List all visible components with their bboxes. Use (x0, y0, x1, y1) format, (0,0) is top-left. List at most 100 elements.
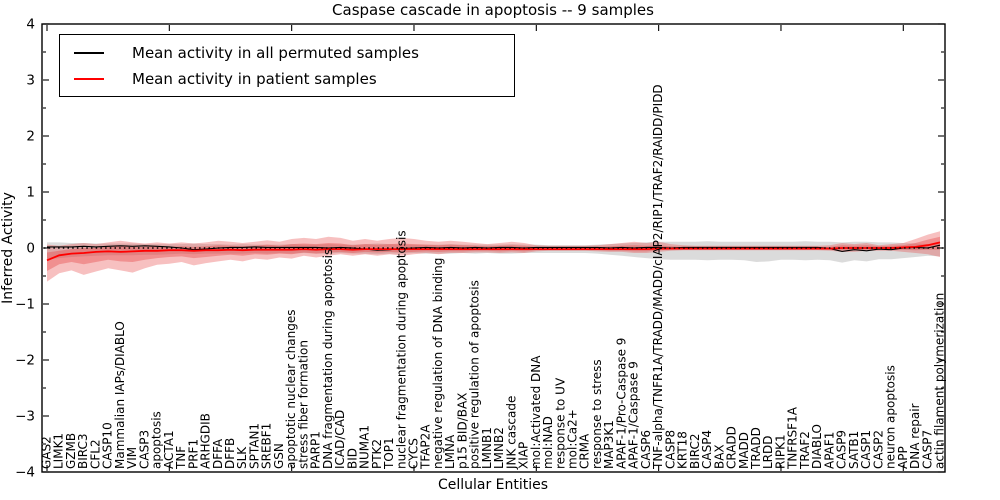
x-category-label: actin filament polymerization (933, 293, 947, 469)
x-category-label: CRMA (578, 433, 592, 469)
legend-item-permuted: Mean activity in all permuted samples (74, 43, 514, 63)
y-tick-label: −2 (15, 353, 35, 369)
x-category-label: ICAD/CAD (333, 410, 347, 469)
red-line-swatch-icon (74, 69, 104, 89)
x-category-label: CYCS (406, 438, 420, 469)
x-category-label: RIPK1 (773, 434, 787, 469)
x-category-label: JNK cascade (504, 396, 518, 470)
x-category-label: PRF1 (186, 439, 200, 469)
x-category-label: CASP7 (920, 430, 934, 469)
x-category-label: CASP4 (700, 430, 714, 469)
x-category-label: XIAP (517, 442, 531, 469)
x-category-label: mol:NAD (541, 416, 555, 469)
x-category-label: CASP10 (101, 422, 115, 469)
x-category-label: neuron apoptosis (884, 365, 898, 469)
x-category-label: DNA repair (908, 403, 922, 469)
x-category-label: apoptosis (150, 411, 164, 469)
x-category-label: nuclear fragmentation during apoptosis (394, 230, 408, 469)
legend-label-permuted: Mean activity in all permuted samples (132, 43, 419, 62)
y-tick-label: 3 (26, 73, 35, 89)
x-category-label: LMNB2 (492, 427, 506, 469)
legend-item-patient: Mean activity in patient samples (74, 69, 514, 89)
x-category-label: GSN (272, 443, 286, 469)
y-axis-label: Inferred Activity (0, 192, 16, 304)
chart-title: Caspase cascade in apoptosis -- 9 sample… (332, 1, 654, 19)
x-category-label: LRDD (761, 435, 775, 469)
x-category-label: p15 BID/BAX (455, 393, 469, 469)
x-category-label: positive regulation of apoptosis (468, 280, 482, 469)
x-category-label: stress fiber formation (296, 340, 310, 469)
x-category-label: CASP6 (639, 430, 653, 469)
y-tick-label: 0 (26, 241, 35, 257)
x-category-label: mol:Ca2+ (566, 409, 580, 469)
x-category-label: MAP3K1 (602, 420, 616, 469)
y-tick-label: 2 (26, 129, 35, 145)
y-tick-label: −3 (15, 409, 35, 425)
x-category-label: DFFA (211, 438, 225, 469)
black-line-swatch-icon (74, 43, 104, 63)
x-category-label: APAF-1/Caspase 9 (627, 361, 641, 469)
patient-confidence-band-inner (47, 236, 940, 271)
x-category-label: SREBF1 (260, 423, 274, 469)
x-category-label: APAF-1/Pro-Caspase 9 (614, 338, 628, 469)
y-tick-label: 4 (26, 17, 35, 33)
permuted-confidence-band (47, 241, 940, 263)
x-category-label: CASP2 (871, 430, 885, 469)
x-category-label: TOP1 (382, 437, 396, 470)
x-axis-label: Cellular Entities (437, 477, 549, 493)
x-category-label: APAF1 (822, 432, 836, 469)
legend-label-patient: Mean activity in patient samples (132, 69, 377, 88)
x-category-label: ACTA1 (162, 430, 176, 469)
y-tick-label: −4 (15, 465, 35, 481)
plot-frame (41, 23, 946, 473)
x-category-label: CRADD (725, 426, 739, 469)
x-category-label: TRADD (749, 427, 763, 470)
x-category-label: TNF (174, 446, 188, 470)
x-category-label: NUMA1 (358, 425, 372, 469)
x-category-label: DNA fragmentation during apoptosis (321, 249, 335, 469)
x-category-label: SATB1 (847, 431, 861, 469)
x-category-label: TNFRSF1A (786, 406, 800, 470)
permuted-mean-line (47, 244, 941, 252)
x-category-label: MADD (737, 432, 751, 469)
x-category-label: TNF-alpha/TNFR1A/TRADD/MADD/cIAP2/RIP1/T… (651, 84, 665, 470)
x-category-label: Mammalian IAPs/DIABLO (113, 321, 127, 469)
x-category-label: response to UV (553, 377, 567, 469)
x-category-label: BAX (712, 444, 726, 469)
x-category-label: LMNB1 (480, 427, 494, 469)
x-category-label: CASP1 (859, 430, 873, 469)
x-category-label: TRAF2 (798, 431, 812, 470)
x-category-label: BID (345, 448, 359, 469)
y-tick-label: −1 (15, 297, 35, 313)
x-category-label: CFL2 (88, 439, 102, 469)
x-category-label: negative regulation of DNA binding (431, 258, 445, 469)
x-category-label: LMNA (443, 434, 457, 469)
x-category-label: CASP9 (835, 430, 849, 469)
x-category-label: ARHGDIB (199, 413, 213, 469)
x-category-label: CASP3 (137, 430, 151, 469)
x-category-label: DIABLO (810, 424, 824, 469)
x-category-label: LIMK1 (52, 433, 66, 469)
x-category-label: response to stress (590, 359, 604, 469)
x-category-label: mol:Activated DNA (529, 355, 543, 469)
x-category-label: PARP1 (309, 431, 323, 469)
x-category-label: SLK (235, 446, 249, 469)
x-category-label: GZMB (64, 433, 78, 469)
x-category-label: TFAP2A (419, 424, 433, 470)
x-category-label: PTK2 (370, 439, 384, 469)
x-category-label: BIRC2 (688, 433, 702, 469)
x-category-label: CASP8 (663, 430, 677, 469)
y-tick-label: 1 (26, 185, 35, 201)
x-category-label: DFFB (223, 438, 237, 469)
x-category-label: APP (896, 446, 910, 469)
legend: Mean activity in all permuted samples Me… (59, 34, 515, 97)
x-category-label: BIRC3 (76, 433, 90, 469)
patient-mean-line (46, 241, 941, 262)
x-category-label: apoptotic nuclear changes (284, 310, 298, 469)
patient-confidence-band-outer (47, 231, 940, 282)
x-category-label: KRT18 (676, 431, 690, 469)
x-category-label: SPTAN1 (247, 423, 261, 469)
x-category-label: VIM (125, 447, 139, 469)
